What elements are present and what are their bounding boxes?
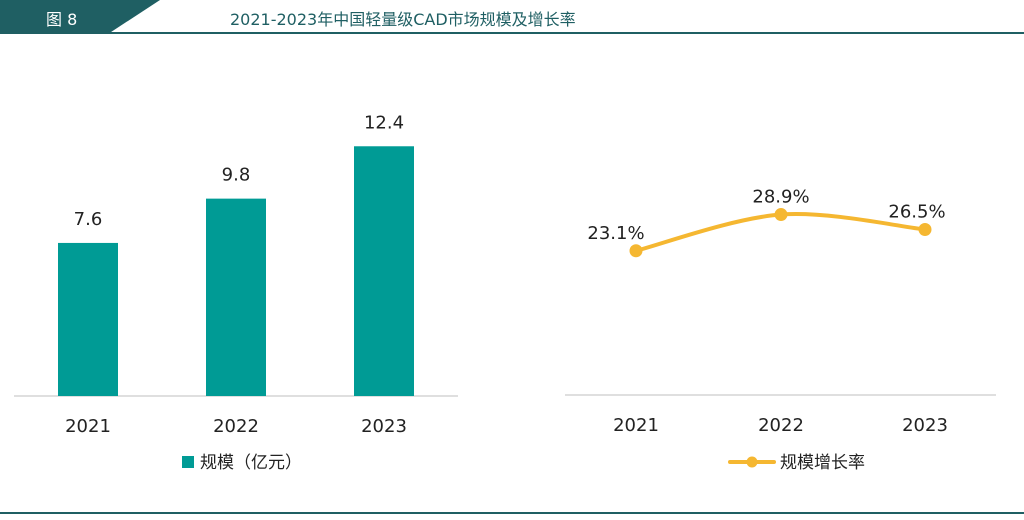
header-divider	[0, 32, 1024, 34]
line-point-2021	[629, 244, 643, 258]
bar-x-tick-label: 2023	[361, 416, 407, 437]
line-value-label: 28.9%	[752, 187, 809, 208]
bar-legend-swatch	[182, 456, 194, 468]
bar-2022	[206, 198, 266, 396]
bar-x-tick-label: 2021	[65, 416, 111, 437]
chart-title: 2021-2023年中国轻量级CAD市场规模及增长率	[230, 10, 576, 29]
bar-2023	[354, 146, 414, 396]
footer-divider	[0, 512, 1024, 514]
line-x-tick-label: 2023	[902, 415, 948, 436]
chart-area: 7.6 2021 9.8 2022 12.4 2023 规模（亿元） 23.1% 2021 28.…	[14, 112, 996, 473]
line-value-label: 23.1%	[587, 223, 644, 244]
line-x-tick-label: 2022	[758, 415, 804, 436]
line-x-tick-label: 2021	[613, 415, 659, 436]
bar-value-label: 9.8	[222, 165, 251, 186]
line-point-2022	[774, 208, 788, 222]
figure-header: 图 8 2021-2023年中国轻量级CAD市场规模及增长率	[0, 0, 1024, 34]
figure-label-box	[0, 0, 160, 34]
line-point-2023	[918, 223, 932, 237]
figure-label: 图 8	[46, 10, 78, 29]
line-legend-label: 规模增长率	[780, 453, 865, 473]
bar-legend-label: 规模（亿元）	[200, 453, 302, 473]
line-legend-marker	[746, 456, 758, 468]
bar-2021	[58, 242, 118, 396]
line-value-label: 26.5%	[888, 202, 945, 223]
bar-value-label: 7.6	[74, 209, 103, 230]
bar-x-tick-label: 2022	[213, 416, 259, 437]
bar-value-label: 12.4	[364, 112, 404, 133]
